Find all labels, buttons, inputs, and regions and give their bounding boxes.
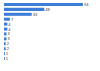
svg-text:94: 94	[84, 2, 89, 7]
svg-text:1: 1	[5, 51, 9, 57]
svg-text:2: 2	[6, 46, 9, 52]
svg-text:33: 33	[33, 12, 38, 17]
svg-text:3: 3	[7, 31, 10, 37]
svg-text:1: 1	[6, 56, 9, 61]
svg-text:4: 4	[8, 21, 11, 27]
svg-text:3: 3	[7, 36, 10, 42]
svg-text:4: 4	[8, 26, 11, 32]
svg-text:2: 2	[6, 41, 9, 47]
svg-text:48: 48	[45, 7, 50, 12]
svg-text:7: 7	[11, 17, 14, 22]
